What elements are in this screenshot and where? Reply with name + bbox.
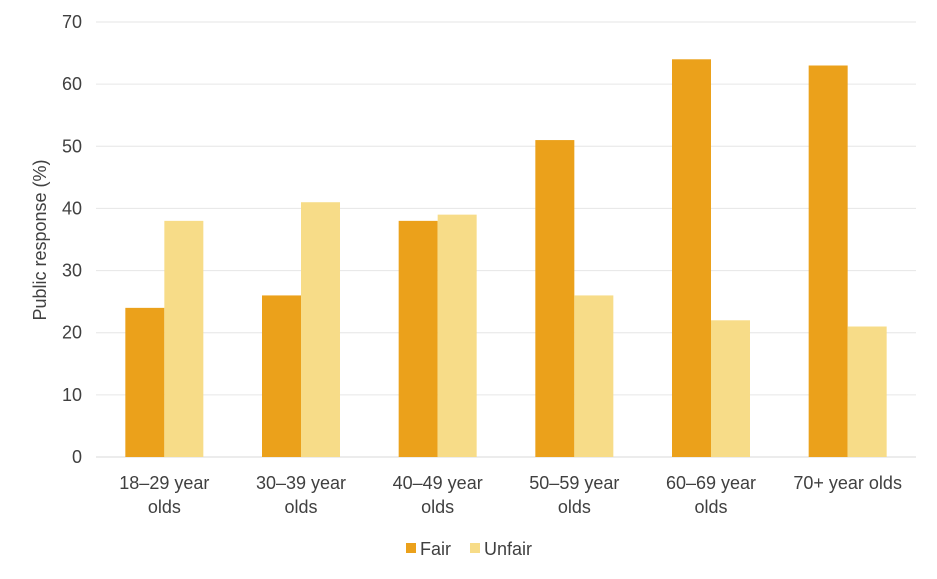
y-tick-label: 20: [62, 323, 82, 343]
bars: [125, 59, 887, 458]
x-category-label: 60–69 year: [666, 473, 756, 493]
x-category-label: olds: [694, 497, 727, 517]
bar-fair-1: [125, 307, 165, 457]
y-tick-label: 60: [62, 74, 82, 94]
y-tick-label: 50: [62, 136, 82, 156]
y-tick-label: 40: [62, 198, 82, 218]
x-axis-categories: 18–29 year olds 30–39 year olds 40–49 year ol…: [119, 473, 902, 517]
bar-fair-4: [535, 140, 575, 458]
legend-swatch-fair: [406, 543, 416, 553]
bar-unfair-1: [164, 220, 204, 457]
bar-unfair-5: [711, 320, 750, 457]
legend: Fair Unfair: [406, 539, 532, 559]
bar-fair-6: [808, 65, 848, 457]
gridlines: [96, 21, 916, 458]
y-tick-label: 10: [62, 385, 82, 405]
x-category-label: olds: [284, 497, 317, 517]
x-category-label: olds: [421, 497, 454, 517]
x-category-label: olds: [558, 497, 591, 517]
bar-fair-5: [672, 59, 711, 458]
legend-label-unfair: Unfair: [484, 539, 532, 559]
x-category-label: 70+ year olds: [793, 473, 902, 493]
y-tick-label: 0: [72, 447, 82, 467]
x-category-label: 30–39 year: [256, 473, 346, 493]
x-category-label: 18–29 year: [119, 473, 209, 493]
y-axis-ticks: 0 10 20 30 40 50 60 70: [62, 12, 82, 467]
bar-unfair-6: [847, 326, 887, 457]
bar-fair-3: [398, 220, 438, 457]
y-tick-label: 70: [62, 12, 82, 32]
y-axis-title: Public response (%): [30, 159, 50, 320]
legend-label-fair: Fair: [420, 539, 451, 559]
bar-fair-2: [262, 295, 301, 457]
legend-swatch-unfair: [470, 543, 480, 553]
bar-unfair-3: [437, 214, 477, 457]
y-tick-label: 30: [62, 261, 82, 281]
x-category-label: 40–49 year: [393, 473, 483, 493]
bar-unfair-2: [301, 202, 340, 457]
x-category-label: olds: [148, 497, 181, 517]
bar-unfair-4: [574, 295, 614, 457]
x-category-label: 50–59 year: [529, 473, 619, 493]
